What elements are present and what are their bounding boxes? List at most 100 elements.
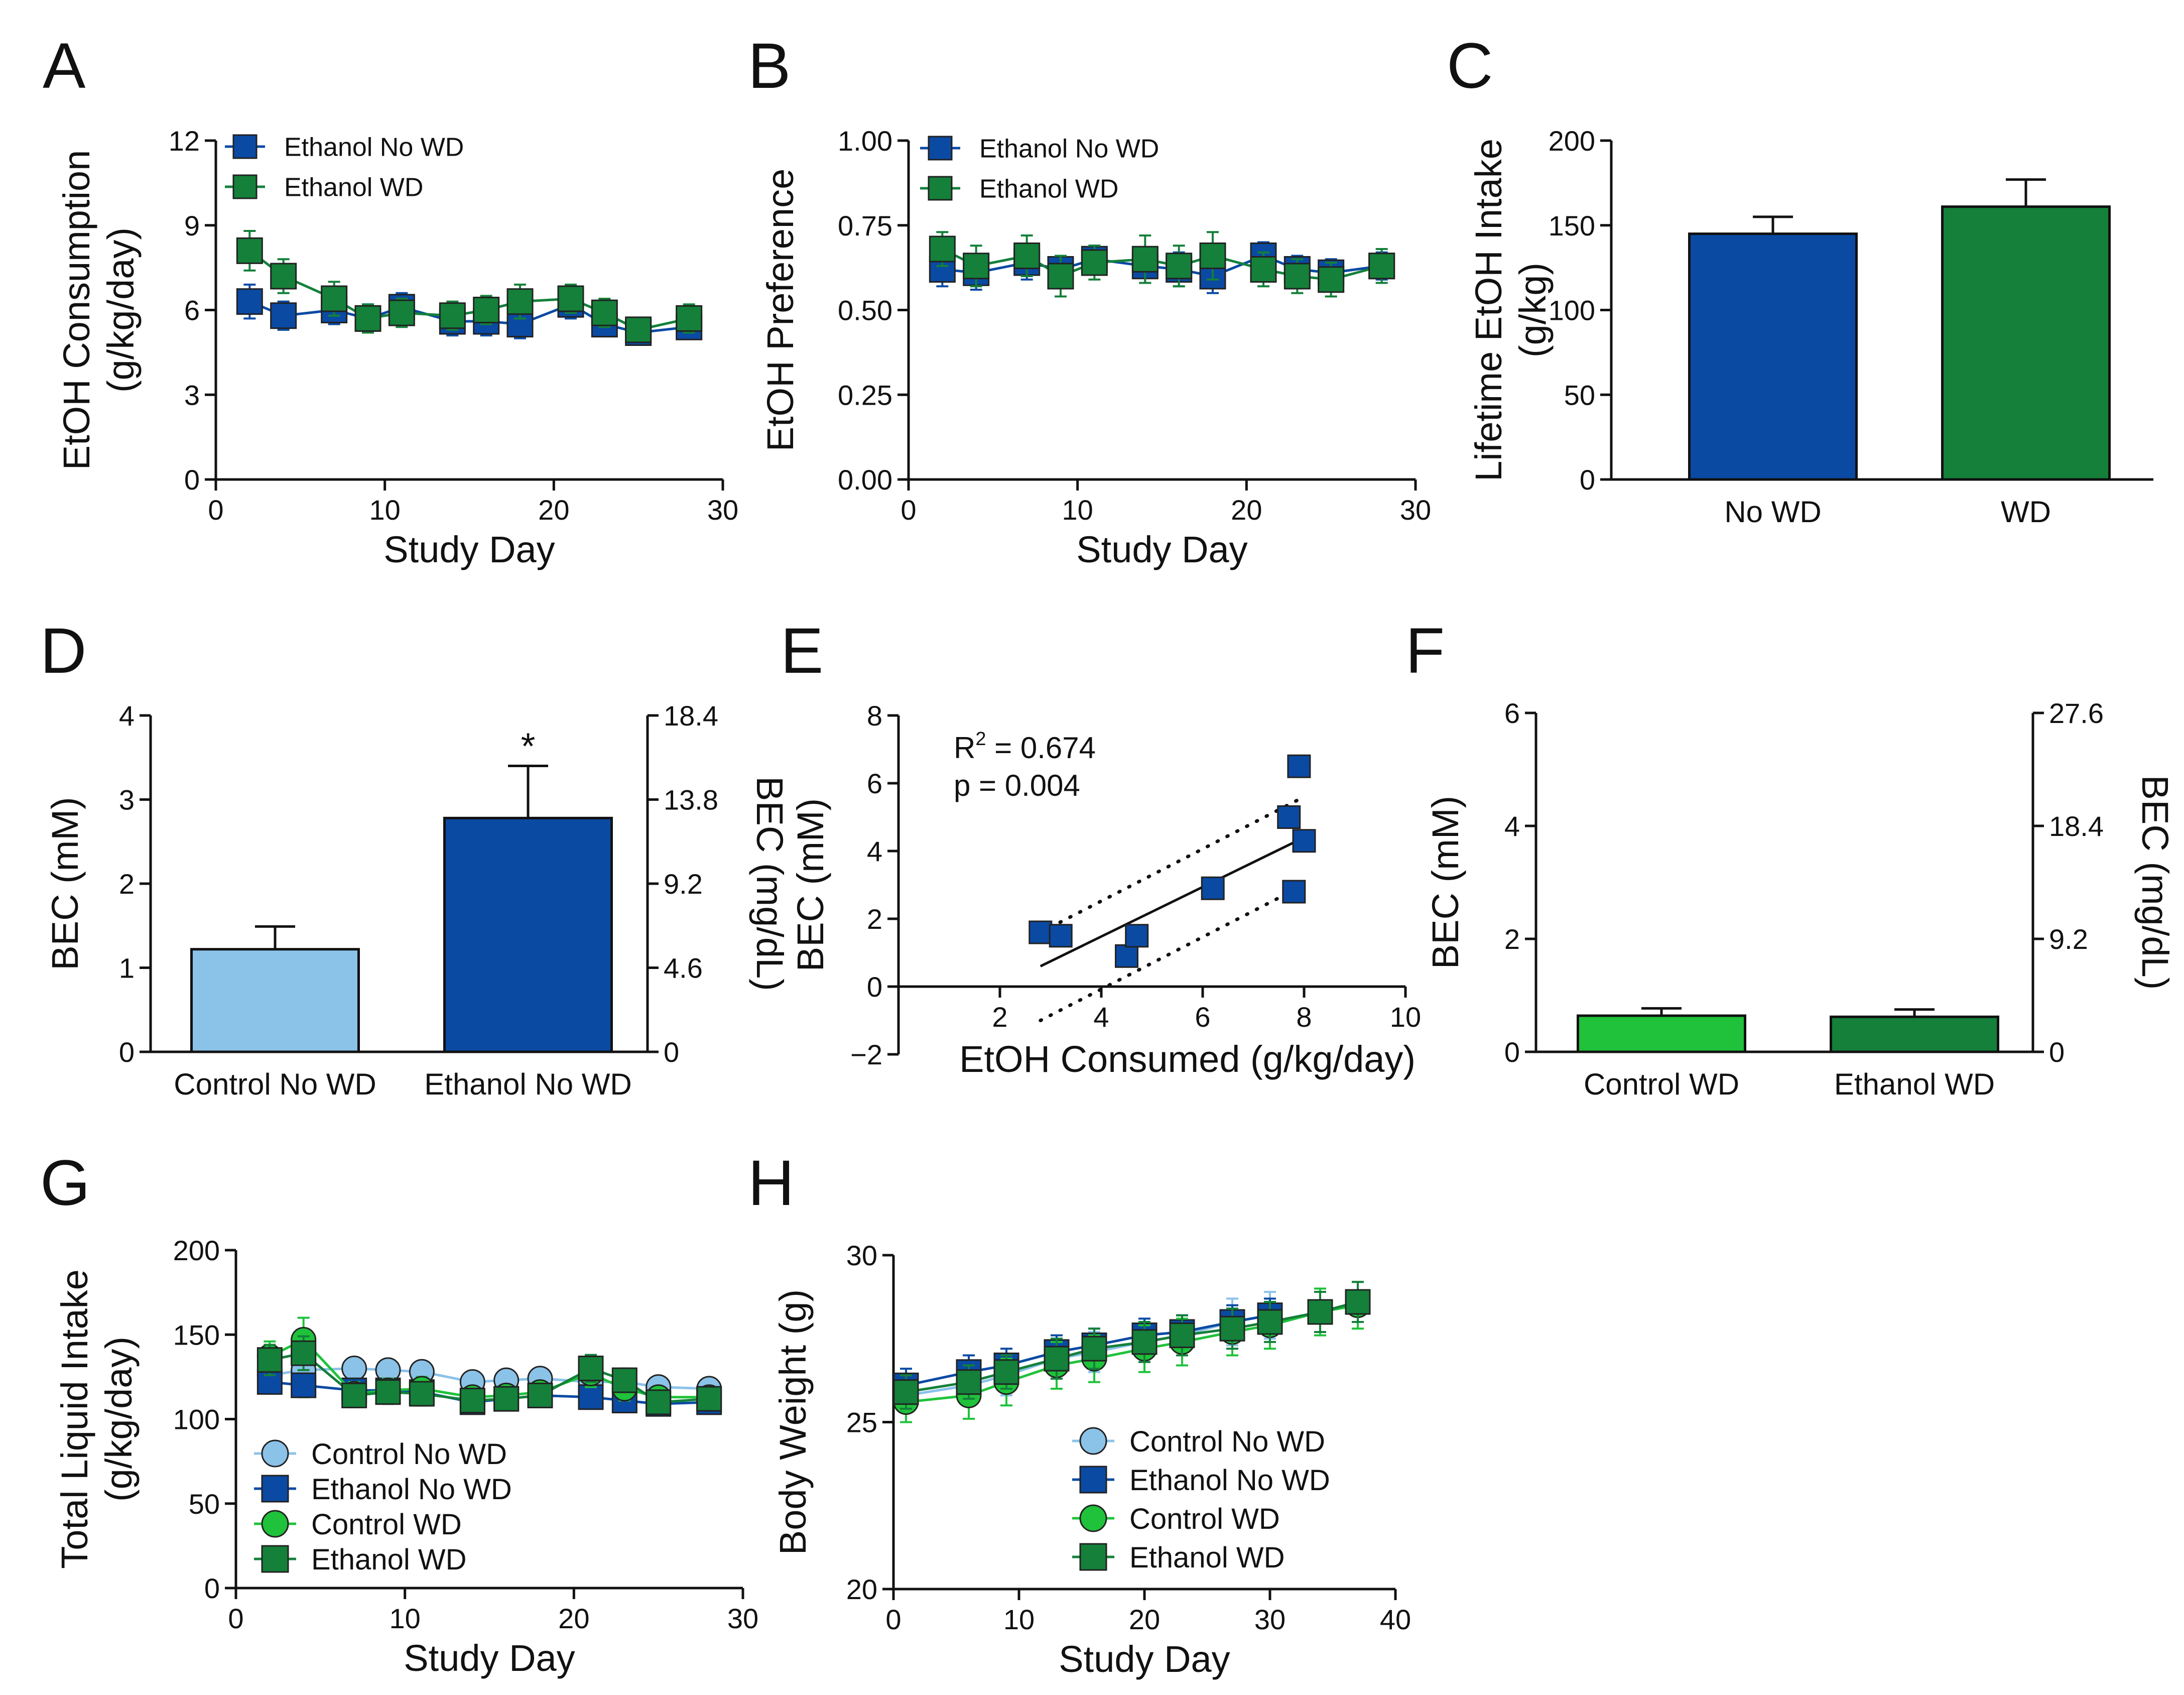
data-point-ethanol-wd (439, 302, 466, 329)
legend-marker-control-wd (261, 1510, 289, 1538)
scatter-point (1277, 805, 1301, 829)
right-y-tick-label: 9.2 (664, 868, 703, 900)
data-point-ethanol-wd (1307, 1299, 1333, 1325)
data-point-ethanol-wd (291, 1340, 317, 1366)
r-squared-annotation: R2 = 0.674 (954, 729, 1096, 765)
left-y-tick-label: 50 (1564, 379, 1595, 411)
y-axis-title: Body Weight (g) (772, 1289, 814, 1555)
legend-label-ethanol-no-wd: Ethanol No WD (1129, 1464, 1330, 1497)
scatter-point (1125, 924, 1149, 948)
panel-A-consumption-chart: 0 3 6 9 12 0 10 20 30 EtOH Consumption (g/kg/day) S… (56, 125, 738, 570)
data-point-ethanol-wd (1013, 243, 1041, 269)
scatter-point (1201, 876, 1225, 900)
bar-ethanol-wd (1941, 205, 2111, 481)
left-y-tick-label: 150 (1549, 210, 1595, 241)
legend-marker-ethanol-no-wd (232, 134, 258, 159)
panel-label-H: H (748, 1147, 794, 1219)
panel-label-D: D (40, 615, 86, 687)
data-point-ethanol-wd (1250, 256, 1277, 283)
x-tick-label: 40 (1380, 1604, 1411, 1635)
left-y-tick-label: 200 (173, 1235, 220, 1266)
y-axis-title: (g/kg/day) (100, 227, 142, 393)
left-y-tick-label: 0 (867, 971, 882, 1003)
data-point-ethanol-wd (1318, 266, 1345, 293)
left-y-tick-label: 100 (1549, 295, 1595, 326)
data-point-ethanol-wd (676, 305, 703, 332)
data-point-ethanol-wd (493, 1386, 520, 1412)
x-tick-label: 2 (992, 1001, 1007, 1033)
x-tick-label: 20 (558, 1603, 589, 1634)
legend-label-ethanol-no-wd: Ethanol No WD (311, 1473, 512, 1506)
data-point-ethanol-wd (1131, 246, 1159, 273)
left-y-tick-label: 25 (846, 1407, 877, 1438)
right-y-tick-label: 4.6 (664, 952, 703, 984)
right-y-tick-label: 0 (2049, 1036, 2065, 1068)
right-y-tick-label: 18.4 (2049, 810, 2104, 842)
scatter-point (1292, 829, 1316, 853)
y-axis-title: (g/kg) (1512, 263, 1554, 357)
data-point-ethanol-wd (591, 299, 618, 326)
legend-label-ethanol-wd: Ethanol WD (1129, 1541, 1284, 1574)
bar-control-no-wd (190, 948, 360, 1053)
legend-marker-ethanol-wd (1079, 1543, 1107, 1571)
y-axis-title: BEC (mM) (44, 797, 86, 970)
left-y-tick-label: 0 (1580, 464, 1595, 496)
right-y-tick-label: 13.8 (664, 784, 718, 816)
data-point-ethanol-wd (1131, 1329, 1158, 1355)
left-y-tick-label: 0.75 (838, 210, 892, 241)
y-axis-title: BEC (mM) (790, 798, 831, 972)
data-point-ethanol-wd (1044, 1346, 1070, 1372)
data-point-ethanol-no-wd (236, 288, 263, 315)
scatter-point (1049, 924, 1073, 948)
data-point-ethanol-wd (1166, 253, 1193, 280)
x-tick-label: 30 (707, 494, 738, 526)
y-axis-title: (g/kg/day) (98, 1337, 140, 1502)
panel-E-bec-scatter-chart: −2 0 2 4 6 8 2 4 6 8 10 BEC (mM) EtOH Consumed (g/kg… (790, 700, 1421, 1080)
left-y-tick-label: 6 (1504, 697, 1520, 729)
significance-marker: * (521, 725, 536, 767)
data-point-ethanol-wd (893, 1379, 919, 1405)
data-point-ethanol-wd (1345, 1289, 1371, 1315)
data-point-ethanol-wd (1081, 249, 1108, 276)
left-y-tick-label: 30 (846, 1240, 877, 1271)
panel-G-total-liquid-chart: 0 50 100 150 200 0 10 20 30 Total Liquid Intake (g… (54, 1235, 758, 1679)
data-point-ethanol-wd (956, 1369, 982, 1395)
panel-label-B: B (748, 30, 791, 102)
x-axis-title: Study Day (1076, 529, 1247, 570)
legend-marker-ethanol-no-wd (1079, 1466, 1107, 1494)
legend-label-ethanol-no-wd: Ethanol No WD (284, 133, 464, 162)
x-tick-label: 10 (369, 494, 401, 526)
x-tick-label: 20 (538, 494, 569, 526)
data-point-ethanol-wd (473, 297, 500, 323)
left-y-tick-label: 3 (119, 784, 135, 816)
panel-label-E: E (781, 615, 823, 687)
x-tick-label: 20 (1129, 1604, 1160, 1635)
panel-H-body-weight-chart: 20 25 30 0 10 20 30 40 Body Weight (g) Study Day C… (772, 1240, 1411, 1680)
x-tick-label: 4 (1093, 1001, 1109, 1033)
x-tick-label: 0 (208, 494, 223, 526)
data-point-ethanol-wd (1047, 263, 1074, 290)
category-label: Control WD (1584, 1067, 1739, 1101)
scatter-point (1029, 920, 1053, 944)
panel-D-bec-no-wd-chart: 0 1 2 3 4 0 4.6 9.2 13.8 18.4 BEC (mg/dL) BEC (mM) C… (44, 700, 791, 1101)
x-axis-title: Study Day (1059, 1638, 1230, 1680)
left-y-tick-label: 2 (119, 868, 135, 900)
legend-marker-ethanol-no-wd (261, 1475, 289, 1503)
data-point-ethanol-no-wd (578, 1384, 604, 1410)
bar-ethanol-no-wd (1688, 232, 1858, 481)
x-tick-label: 0 (901, 494, 916, 526)
data-point-ethanol-wd (929, 235, 956, 263)
r-squared-superscript: 2 (975, 729, 986, 750)
panel-label-G: G (40, 1147, 90, 1219)
x-axis-title: EtOH Consumed (g/kg/day) (959, 1038, 1416, 1080)
legend-label-ethanol-wd: Ethanol WD (979, 175, 1118, 204)
legend-label-ethanol-wd: Ethanol WD (284, 173, 423, 202)
x-axis-title: Study Day (404, 1637, 575, 1679)
legend-marker-ethanol-wd (261, 1545, 289, 1573)
scatter-point (1115, 944, 1138, 968)
left-y-tick-label: 2 (867, 903, 882, 935)
left-y-tick-label: 0.00 (838, 464, 892, 496)
panel-label-F: F (1405, 615, 1445, 687)
data-point-ethanol-no-wd (291, 1372, 317, 1398)
